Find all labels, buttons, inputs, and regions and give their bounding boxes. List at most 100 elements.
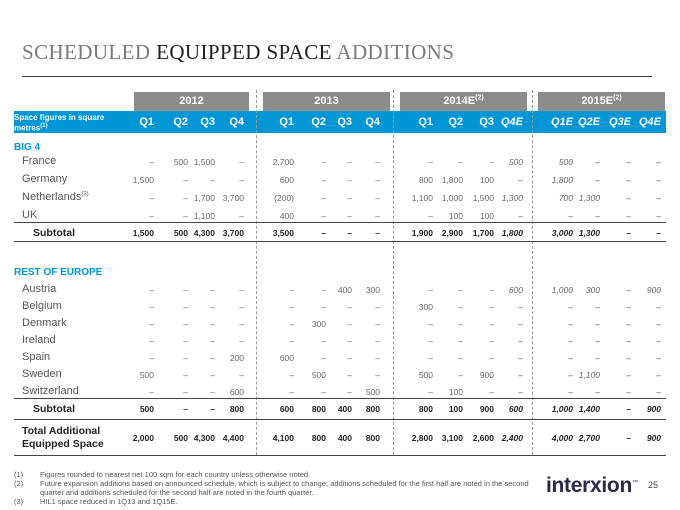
table-cell: – — [626, 336, 631, 346]
table-cell: 400 — [337, 285, 352, 295]
table-cell: 1,700 — [472, 228, 494, 238]
table-cell: – — [183, 175, 188, 185]
table-cell: 600 — [508, 404, 523, 414]
table-cell: – — [149, 353, 154, 363]
table-cell: – — [656, 302, 661, 312]
title-divider — [22, 76, 652, 77]
table-cell: – — [347, 370, 352, 380]
table-cell: 2,600 — [472, 433, 494, 443]
table-cell: 3,500 — [272, 228, 294, 238]
table-cell: – — [458, 370, 463, 380]
table-cell: – — [428, 353, 433, 363]
table-cell: – — [428, 319, 433, 329]
table-cell: – — [347, 228, 352, 238]
table-cell: 700 — [558, 193, 573, 203]
table-row-label: UK — [22, 209, 38, 221]
table-cell: – — [347, 302, 352, 312]
table-cell: – — [626, 302, 631, 312]
table-cell: – — [183, 193, 188, 203]
table-cell: 2,800 — [411, 433, 433, 443]
table-cell: – — [656, 387, 661, 397]
table-cell: – — [347, 353, 352, 363]
table-cell: 1,800 — [551, 175, 573, 185]
quarter-header: Q3 — [479, 116, 494, 128]
table-cell: – — [321, 302, 326, 312]
table-cell: – — [518, 370, 523, 380]
table-cell: – — [428, 211, 433, 221]
subtotal-rule — [14, 222, 666, 223]
table-cell: 4,000 — [551, 433, 573, 443]
table-cell: – — [375, 157, 380, 167]
quarter-header: Q4E — [500, 116, 523, 128]
table-cell: (200) — [274, 193, 294, 203]
table-cell: – — [595, 336, 600, 346]
table-row-label: Netherlands(3) — [22, 191, 89, 203]
table-cell: – — [489, 302, 494, 312]
page-title: SCHEDULED EQUIPPED SPACE ADDITIONS — [22, 40, 455, 64]
table-cell: 900 — [479, 370, 494, 380]
year-separator — [256, 90, 257, 455]
table-cell: 1,500 — [132, 175, 154, 185]
table-cell: 800 — [418, 175, 433, 185]
table-cell: 3,000 — [551, 228, 573, 238]
table-cell: 4,100 — [272, 433, 294, 443]
table-cell: – — [183, 353, 188, 363]
subtotal-label: Subtotal — [33, 227, 75, 239]
interxion-logo: interxion™ — [546, 474, 638, 497]
footnote-number: (2) — [14, 479, 24, 488]
table-cell: – — [595, 211, 600, 221]
footnote-text: Figures rounded to nearest net 100 sqm f… — [40, 470, 311, 479]
table-cell: – — [321, 211, 326, 221]
table-row-label: Austria — [22, 283, 57, 295]
table-cell: – — [375, 302, 380, 312]
table-cell: – — [626, 193, 631, 203]
quarter-header-bar — [14, 111, 666, 133]
table-cell: 100 — [479, 175, 494, 185]
table-cell: – — [626, 175, 631, 185]
table-row-label: Ireland — [22, 334, 56, 346]
table-cell: – — [183, 336, 188, 346]
table-cell: – — [518, 302, 523, 312]
table-cell: – — [347, 319, 352, 329]
table-cell: – — [568, 370, 573, 380]
table-cell: – — [239, 319, 244, 329]
footnote-number: (1) — [14, 470, 24, 479]
table-cell: – — [626, 353, 631, 363]
table-cell: 300 — [418, 302, 433, 312]
table-cell: 1,500 — [193, 157, 215, 167]
table-cell: – — [518, 387, 523, 397]
table-cell: – — [595, 319, 600, 329]
table-cell: 100 — [448, 404, 463, 414]
table-cell: – — [183, 404, 188, 414]
table-cell: 300 — [585, 285, 600, 295]
table-cell: 400 — [337, 433, 352, 443]
quarter-header: Q1E — [550, 116, 573, 128]
table-cell: – — [289, 370, 294, 380]
table-cell: – — [289, 285, 294, 295]
quarter-header: Q3 — [200, 116, 215, 128]
table-cell: 500 — [508, 157, 523, 167]
table-cell: 1,000 — [551, 404, 573, 414]
table-cell: 900 — [479, 404, 494, 414]
table-row-label: Spain — [22, 351, 51, 363]
table-cell: – — [375, 211, 380, 221]
footnote: (3) HIL1 space reduced in 1Q13 and 1Q15E. — [14, 497, 544, 506]
footnote-number: (3) — [14, 497, 24, 506]
table-cell: – — [626, 211, 631, 221]
table-cell: – — [626, 228, 631, 238]
table-cell: 1,100 — [193, 211, 215, 221]
table-cell: – — [568, 319, 573, 329]
table-cell: – — [656, 228, 661, 238]
table-cell: 1,100 — [578, 370, 600, 380]
table-cell: – — [595, 175, 600, 185]
table-cell: 600 — [279, 404, 294, 414]
table-cell: – — [626, 404, 631, 414]
footnote-text: HIL1 space reduced in 1Q13 and 1Q15E. — [40, 497, 178, 506]
table-cell: 600 — [279, 175, 294, 185]
table-cell: – — [347, 211, 352, 221]
page-number: 25 — [648, 480, 659, 490]
table-cell: – — [626, 285, 631, 295]
table-cell: – — [375, 193, 380, 203]
table-cell: – — [626, 387, 631, 397]
table-cell: 4,300 — [193, 433, 215, 443]
